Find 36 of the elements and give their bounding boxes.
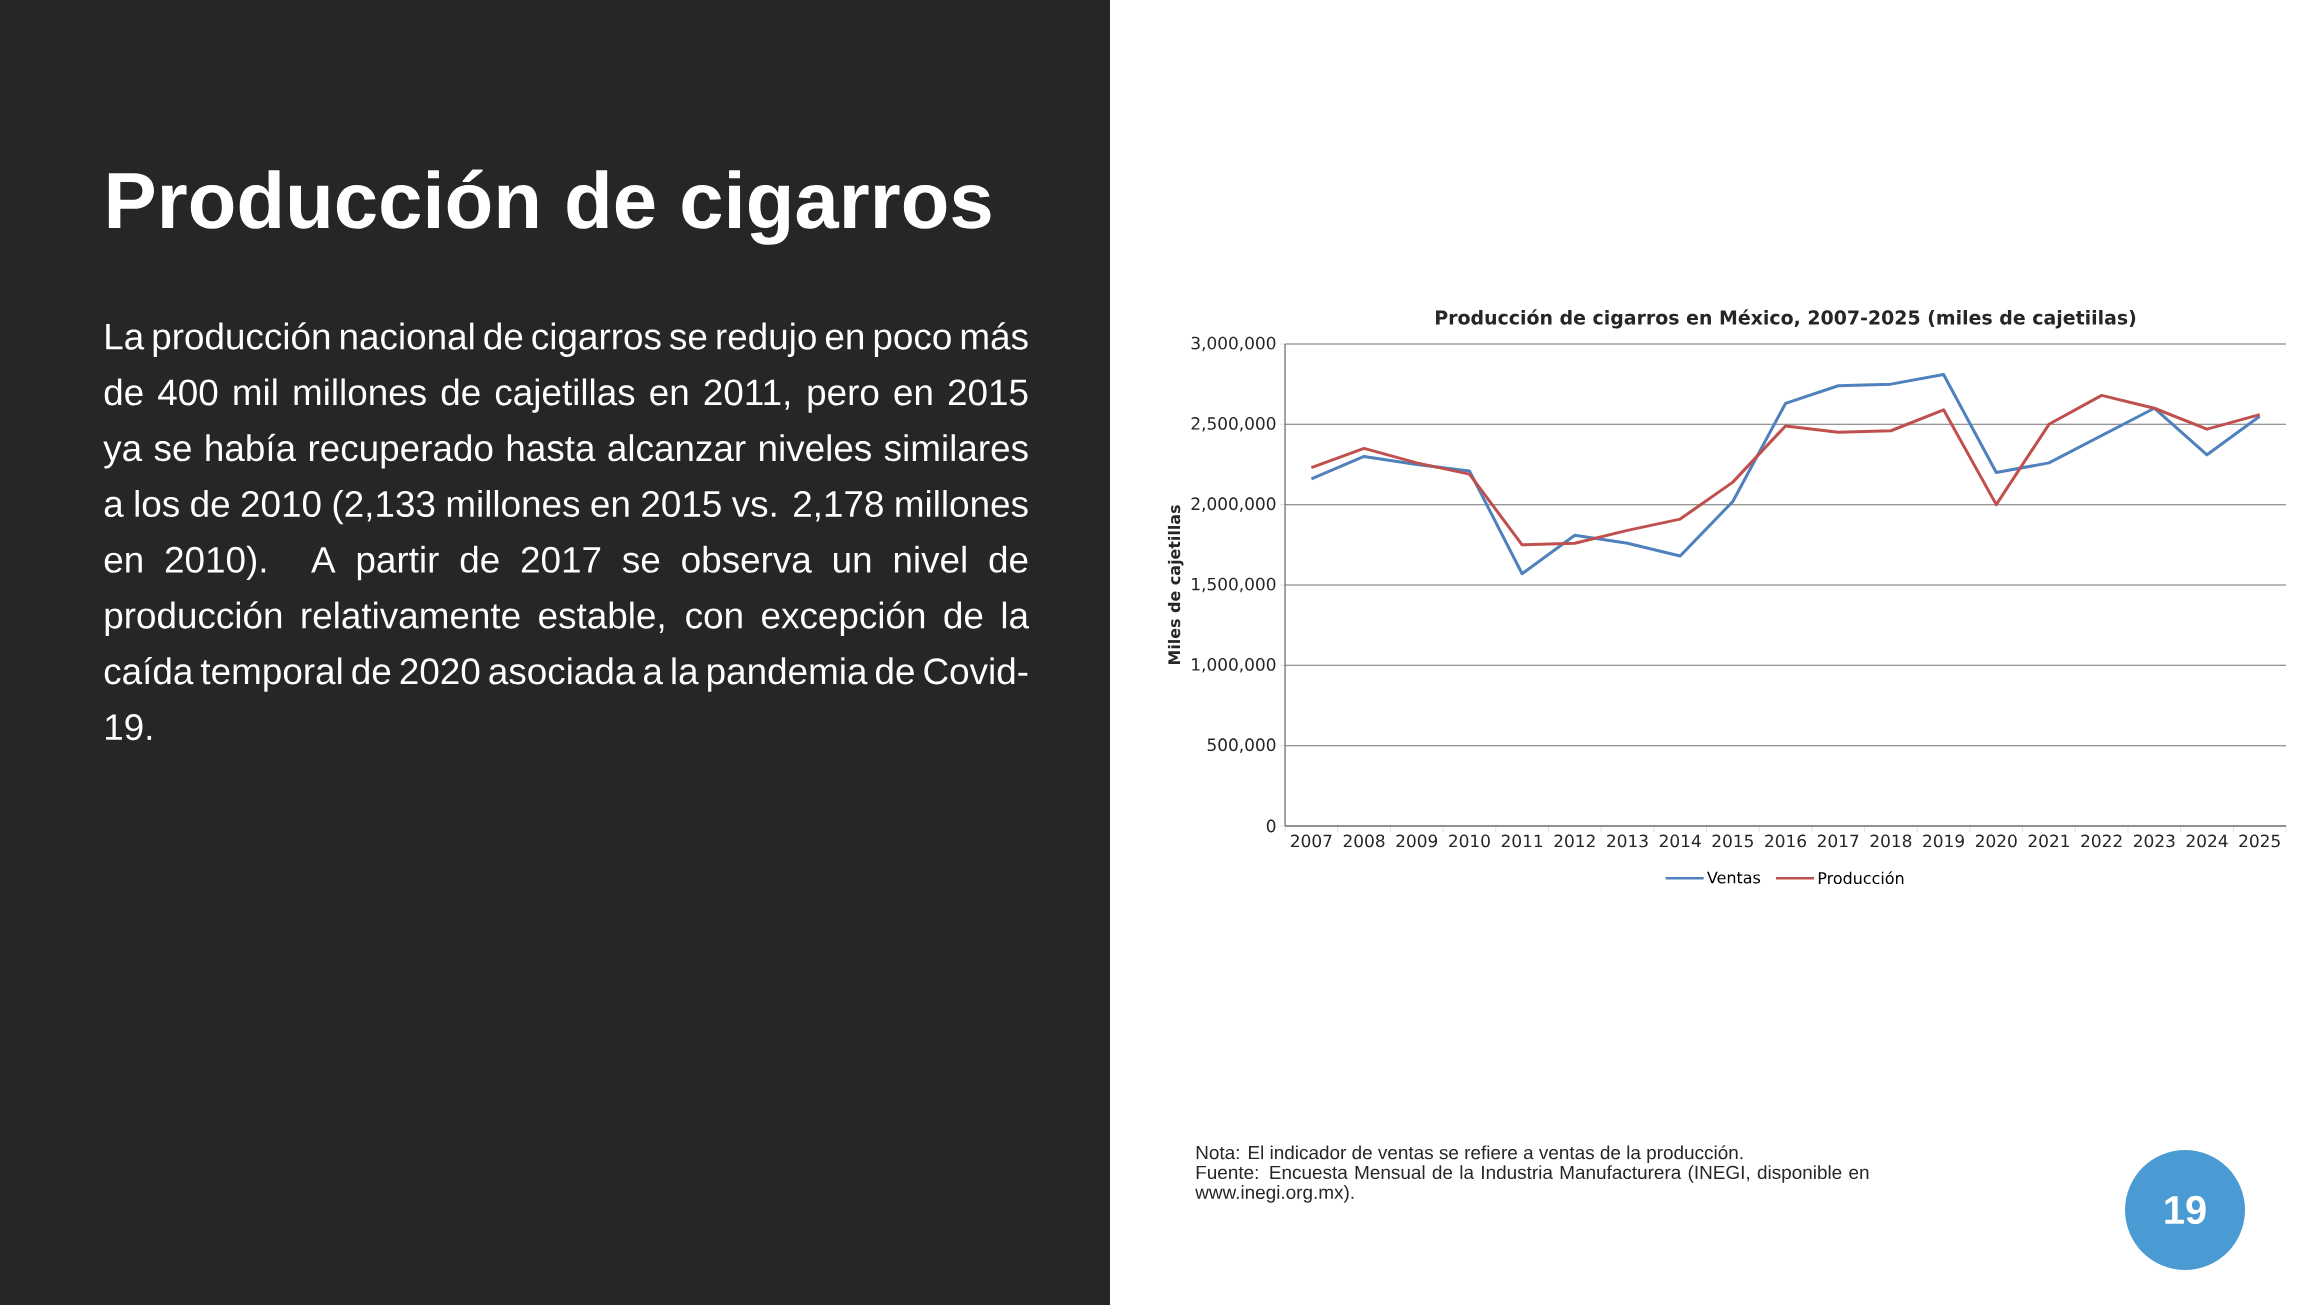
text: Nota: El indicador de ventas se refiere a ventas de la producción. <box>1196 1145 1743 1164</box>
x-tick-label: 2013 <box>1607 834 1648 848</box>
y-axis-title: Miles de cajetillas <box>1167 505 1184 665</box>
x-tick-label: 2025 <box>2239 834 2280 848</box>
y-tick-label: 1,500,000 <box>1192 577 1276 593</box>
x-tick-label: 2018 <box>1870 834 1912 848</box>
line-series <box>1309 393 2262 547</box>
y-tick-label: 3,000,000 <box>1191 336 1276 352</box>
x-tick-label: 2012 <box>1554 834 1595 848</box>
x-tick-label: 2017 <box>1817 834 1859 848</box>
y-tick-label: 2,000,000 <box>1191 497 1276 512</box>
y-tick-label: 0 <box>1266 819 1276 833</box>
x-tick-label: 2016 <box>1765 834 1806 848</box>
y-tick-label: 500,000 <box>1207 738 1276 753</box>
legend-label: Ventas <box>1707 871 1761 884</box>
legend-label: Producción <box>1818 871 1904 885</box>
x-tick-label: 2007 <box>1291 834 1332 848</box>
source-note: Fuente: Encuesta Mensual de la Industria Manufacturera (INEGI, disponible en www.inegi.org.mx). <box>1195 1165 1869 1203</box>
y-tick-label: 1,000,000 <box>1192 658 1276 673</box>
x-tick-label: 2011 <box>1501 834 1543 848</box>
x-tick-label: 2014 <box>1659 834 1701 848</box>
x-tick-label: 2008 <box>1343 834 1385 848</box>
chart-title: Producción de cigarros en México, 2007-2025 (miles de cajetiilas) <box>1436 309 2136 329</box>
x-tick-label: 2024 <box>2186 834 2228 848</box>
x-tick-label: 2021 <box>2028 834 2069 848</box>
x-tick-label: 2019 <box>1923 834 1964 848</box>
text: La producción nacional de cigarros se redujo en poco más de 400 mil millones de cajetillas en 2011, pero en 2015 ya se había recuperado hasta alcanzar niveles similares a los de 2010 (2,133 millones en 2015 vs. 2,178 millones en 2010). A partir de 2017 se observa un nivel de producción relativamente estable, con excepción de la caída temporal de 2020 asociada a la pandemia de Covid-19. <box>103 322 1030 741</box>
text: 19 <box>2165 1195 2206 1225</box>
x-tick-label: 2023 <box>2134 834 2175 848</box>
x-tick-label: 2022 <box>2081 834 2122 848</box>
x-tick-label: 2015 <box>1712 834 1753 848</box>
x-tick-label: 2009 <box>1396 834 1438 848</box>
x-tick-label: 2010 <box>1449 834 1490 848</box>
text: Producción de cigarros <box>108 169 991 245</box>
y-tick-label: 2,500,000 <box>1191 417 1276 432</box>
x-tick-label: 2020 <box>1975 834 2017 848</box>
